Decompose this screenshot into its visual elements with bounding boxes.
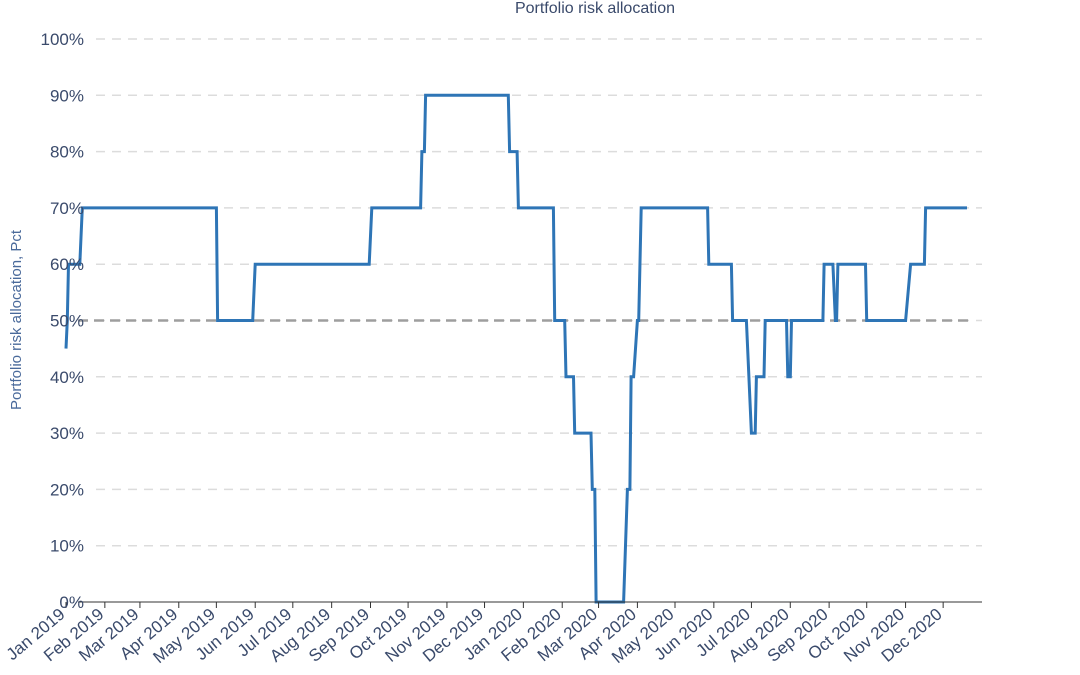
y-tick-label-40: 40% [50, 368, 84, 387]
y-tick-label-10: 10% [50, 537, 84, 556]
y-tick-label-60: 60% [50, 255, 84, 274]
y-tick-label-20: 20% [50, 480, 84, 499]
y-tick-label-30: 30% [50, 424, 84, 443]
y-tick-label-90: 90% [50, 86, 84, 105]
chart-title: Portfolio risk allocation [515, 0, 675, 17]
y-tick-label-100: 100% [41, 30, 84, 49]
y-tick-labels: 0% 10% 20% 30% 40% 50% 60% 70% 80% 90% 100% [41, 30, 84, 612]
y-tick-label-0: 0% [59, 593, 84, 612]
y-tick-label-70: 70% [50, 199, 84, 218]
grid-layer [96, 38, 982, 547]
y-tick-label-80: 80% [50, 143, 84, 162]
axis-layer [65, 601, 982, 608]
y-tick-label-50: 50% [50, 312, 84, 331]
y-axis-label: Portfolio risk allocation, Pct [8, 229, 25, 410]
series-line-0 [64, 93, 967, 604]
series-layer [64, 93, 967, 604]
